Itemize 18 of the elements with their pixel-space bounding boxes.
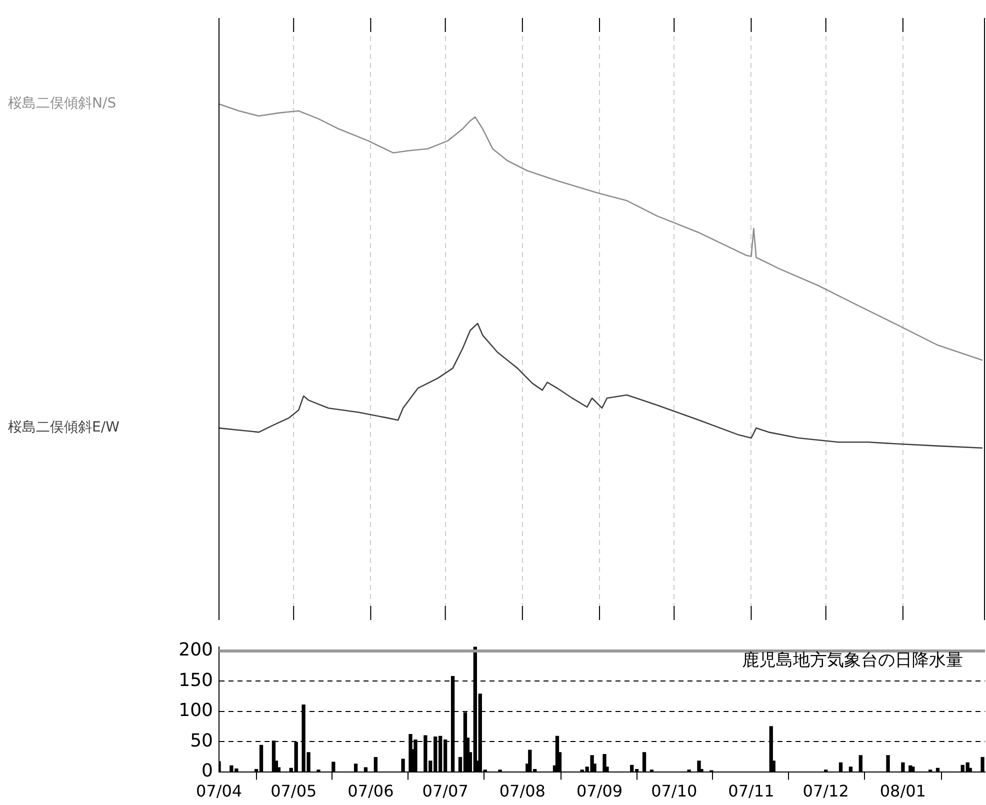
x-tick-label: 07/04 [196,782,242,801]
y-tick-label: 200 [178,640,213,661]
text: 桜島二俣傾斜N/S [8,96,116,112]
y-tick-label: 0 [202,760,213,782]
x-tick-label: 08/01 [880,782,926,801]
x-tick-label: 07/12 [802,782,849,801]
y-tick-label: 100 [178,700,213,722]
x-tick-label: 07/10 [651,782,698,801]
x-tick-label: 07/05 [270,782,317,801]
text: 桜島二俣傾斜E/W [8,420,120,436]
x-tick-label: 07/06 [348,782,394,801]
x-tick-label: 07/08 [499,782,546,801]
y-tick-label: 150 [178,670,213,691]
annotation: 鹿児島地方気象台の日降水量 [742,650,963,671]
y-tick-label: 50 [190,730,213,752]
x-tick-label: 07/09 [576,782,623,801]
x-tick-label: 07/07 [422,782,468,801]
x-tick-label: 07/11 [728,782,774,801]
